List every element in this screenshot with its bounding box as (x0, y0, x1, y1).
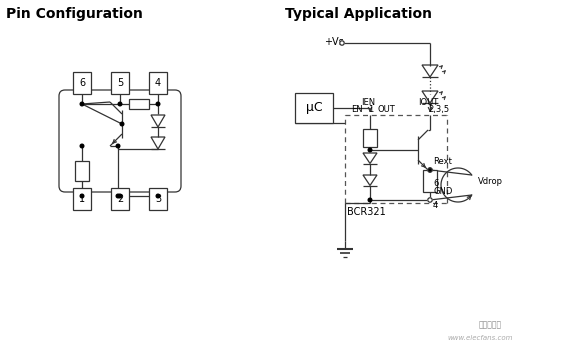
Text: 2,3,5: 2,3,5 (428, 105, 449, 114)
Text: EN: EN (351, 105, 363, 114)
Circle shape (428, 168, 432, 172)
Bar (295, 93, 333, 123)
Text: μC: μC (306, 101, 322, 114)
Text: 4: 4 (433, 201, 438, 211)
Text: IEN: IEN (361, 98, 375, 107)
Bar (75, 161, 89, 181)
Circle shape (368, 148, 372, 152)
Text: 1: 1 (369, 105, 374, 114)
Text: 6: 6 (433, 179, 438, 188)
Circle shape (120, 122, 124, 126)
Text: 6: 6 (79, 78, 85, 88)
Circle shape (118, 102, 122, 106)
Bar (111, 72, 129, 94)
Circle shape (118, 194, 122, 198)
Bar (73, 188, 91, 210)
Circle shape (80, 144, 84, 148)
Text: 5: 5 (117, 78, 123, 88)
Circle shape (368, 198, 372, 202)
Bar (111, 188, 129, 210)
Text: GND: GND (433, 187, 452, 196)
Circle shape (116, 144, 120, 148)
Text: 电子发烧友: 电子发烧友 (478, 320, 502, 329)
Text: OUT: OUT (377, 105, 395, 114)
Text: 4: 4 (155, 78, 161, 88)
Text: www.elecfans.com: www.elecfans.com (447, 335, 513, 341)
Circle shape (428, 168, 432, 172)
Text: IOUT: IOUT (418, 98, 438, 107)
Bar (149, 188, 167, 210)
Bar (149, 72, 167, 94)
Bar (423, 170, 437, 192)
Circle shape (80, 194, 84, 198)
Text: 2: 2 (117, 194, 123, 204)
Bar (129, 99, 149, 109)
Text: Typical Application: Typical Application (285, 7, 432, 21)
Circle shape (428, 198, 432, 202)
Circle shape (156, 102, 160, 106)
Text: Pin Configuration: Pin Configuration (6, 7, 143, 21)
Bar (363, 129, 377, 147)
Text: +Vs: +Vs (324, 37, 344, 47)
Circle shape (156, 194, 160, 198)
Circle shape (80, 102, 84, 106)
Circle shape (340, 41, 344, 45)
Text: 3: 3 (155, 194, 161, 204)
Text: Rext: Rext (433, 157, 452, 166)
Text: BCR321: BCR321 (347, 207, 386, 217)
Text: 1: 1 (79, 194, 85, 204)
Bar (73, 72, 91, 94)
FancyBboxPatch shape (59, 90, 181, 192)
Circle shape (116, 194, 120, 198)
Text: Vdrop: Vdrop (478, 178, 503, 186)
